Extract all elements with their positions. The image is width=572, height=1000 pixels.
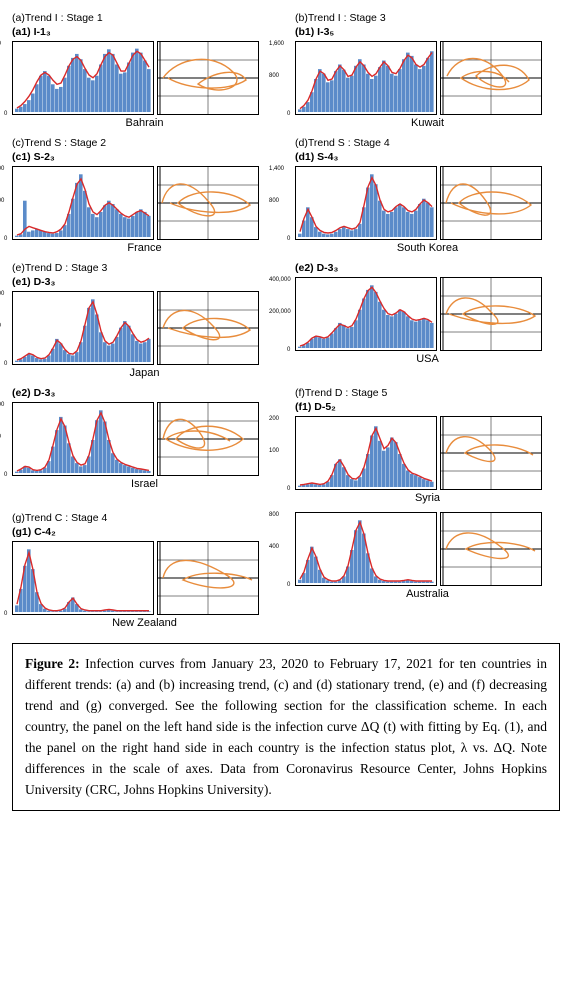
panel-usa: (e2) D-3₃ 400,000 200,000 0 USA <box>295 262 560 379</box>
ytick-max: 1,400 <box>269 166 284 172</box>
panel-bahrain: (a)Trend I : Stage 1(a1) I-1₃ 1,000 500 … <box>12 12 277 129</box>
ytick-min: 0 <box>4 361 7 367</box>
time-series-chart <box>12 541 154 615</box>
ytick-max: 200 <box>269 416 279 422</box>
ytick-min: 0 <box>4 111 7 117</box>
figure-caption: Figure 2: Infection curves from January … <box>12 643 560 811</box>
panel-new-zealand: (g)Trend C : Stage 4(g1) C-4₂ 100 50 0 N… <box>12 512 277 629</box>
figure-grid: (a)Trend I : Stage 1(a1) I-1₃ 1,000 500 … <box>12 12 560 629</box>
country-label: USA <box>295 353 560 365</box>
country-label: Japan <box>12 367 277 379</box>
phase-chart <box>157 541 259 615</box>
panel-france: (c)Trend S : Stage 2(c1) S-2₃ 60,000 30,… <box>12 137 277 254</box>
caption-label: Figure 2: <box>25 656 80 671</box>
panel-header: (a)Trend I : Stage 1 <box>12 12 277 24</box>
panel-south-korea: (d)Trend S : Stage 4(d1) S-4₃ 1,400 800 … <box>295 137 560 254</box>
ytick-min: 0 <box>287 486 290 492</box>
time-series-chart <box>12 41 154 115</box>
phase-chart <box>440 512 542 586</box>
panel-header: (d)Trend S : Stage 4 <box>295 137 560 149</box>
time-series-chart <box>295 416 437 490</box>
caption-text: Infection curves from January 23, 2020 t… <box>25 656 547 797</box>
ytick-min: 0 <box>4 236 7 242</box>
phase-chart <box>440 277 542 351</box>
panel-sub: (e2) D-3₃ <box>295 262 560 274</box>
time-series-chart <box>295 512 437 586</box>
ytick-max: 60,000 <box>0 166 4 172</box>
phase-chart <box>440 41 542 115</box>
country-label: South Korea <box>295 242 560 254</box>
panel-header: (g)Trend C : Stage 4 <box>12 512 277 524</box>
panel-israel: (e2) D-3₃ 14,000 7,000 0 Israel <box>12 387 277 504</box>
panel-header: (e)Trend D : Stage 3 <box>12 262 277 274</box>
phase-chart <box>440 166 542 240</box>
ytick-min: 0 <box>287 582 290 588</box>
phase-chart <box>440 416 542 490</box>
country-label: Bahrain <box>12 117 277 129</box>
ytick-mid: 400 <box>269 544 279 550</box>
ytick-mid: 7,000 <box>0 434 1 440</box>
time-series-chart <box>12 166 154 240</box>
time-series-chart <box>12 402 154 476</box>
phase-chart <box>157 41 259 115</box>
time-series-chart <box>295 166 437 240</box>
panel-sub: (c1) S-2₃ <box>12 151 277 163</box>
panel-sub: (e2) D-3₃ <box>12 387 277 399</box>
panel-sub: (e1) D-3₃ <box>12 276 277 288</box>
panel-sub: (d1) S-4₃ <box>295 151 560 163</box>
phase-chart <box>157 402 259 476</box>
ytick-mid: 5,000 <box>0 323 1 329</box>
ytick-max: 1,600 <box>269 41 284 47</box>
country-label: France <box>12 242 277 254</box>
panel-sub: (f1) D-5₂ <box>295 401 560 413</box>
ytick-mid: 800 <box>269 198 279 204</box>
panel-sub: (b1) I-3₅ <box>295 26 560 38</box>
ytick-min: 0 <box>4 611 7 617</box>
phase-chart <box>157 166 259 240</box>
panel-sub: (a1) I-1₃ <box>12 26 277 38</box>
panel-header: (c)Trend S : Stage 2 <box>12 137 277 149</box>
time-series-chart <box>295 41 437 115</box>
country-label: Kuwait <box>295 117 560 129</box>
panel-australia: 800 400 0 Australia <box>295 512 560 629</box>
ytick-min: 0 <box>287 236 290 242</box>
country-label: Israel <box>12 478 277 490</box>
panel-sub: (g1) C-4₂ <box>12 526 277 538</box>
country-label: Australia <box>295 588 560 600</box>
panel-japan: (e)Trend D : Stage 3(e1) D-3₃ 10,000 5,0… <box>12 262 277 379</box>
ytick-max: 400,000 <box>269 277 291 283</box>
panel-header: (f)Trend D : Stage 5 <box>295 387 560 399</box>
ytick-min: 0 <box>287 111 290 117</box>
ytick-max: 1,000 <box>0 41 1 47</box>
ytick-mid: 200,000 <box>269 309 291 315</box>
panel-kuwait: (b)Trend I : Stage 3(b1) I-3₅ 1,600 800 … <box>295 12 560 129</box>
ytick-max: 800 <box>269 512 279 518</box>
panel-header: (b)Trend I : Stage 3 <box>295 12 560 24</box>
country-label: New Zealand <box>12 617 277 629</box>
ytick-mid: 30,000 <box>0 198 4 204</box>
ytick-min: 0 <box>287 347 290 353</box>
panel-syria: (f)Trend D : Stage 5(f1) D-5₂ 200 100 0 … <box>295 387 560 504</box>
country-label: Syria <box>295 492 560 504</box>
time-series-chart <box>12 291 154 365</box>
ytick-mid: 800 <box>269 73 279 79</box>
ytick-max: 10,000 <box>0 291 4 297</box>
time-series-chart <box>295 277 437 351</box>
ytick-mid: 100 <box>269 448 279 454</box>
phase-chart <box>157 291 259 365</box>
ytick-min: 0 <box>4 472 7 478</box>
ytick-max: 14,000 <box>0 402 4 408</box>
